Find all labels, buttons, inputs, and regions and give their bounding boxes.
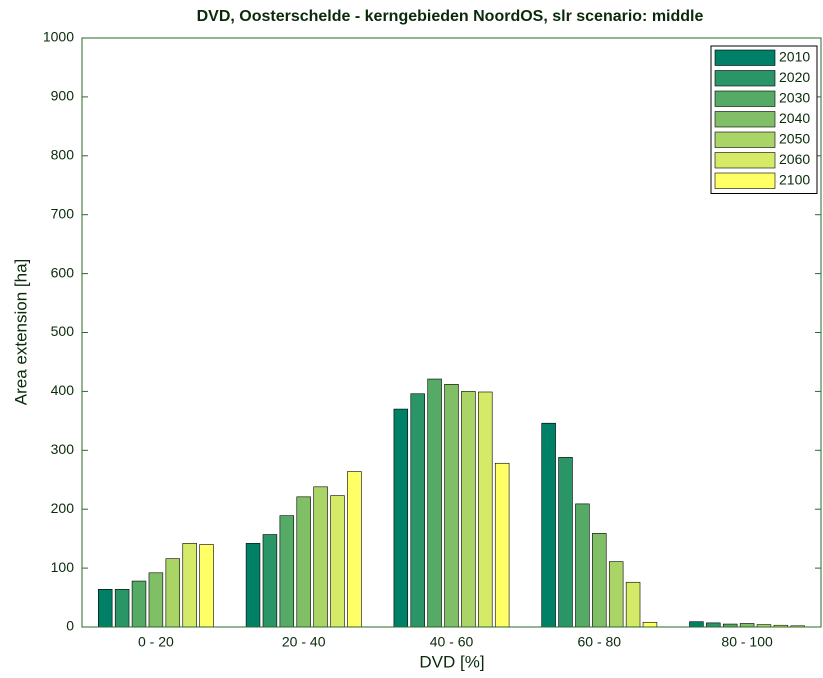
x-axis-label: DVD [%] [419, 652, 484, 671]
y-tick-label: 200 [51, 500, 75, 516]
bar [393, 408, 409, 628]
bar [461, 391, 476, 628]
bar [148, 572, 164, 628]
bar [313, 486, 328, 628]
legend-swatch [714, 49, 776, 66]
y-tick-label: 500 [51, 323, 75, 339]
legend-swatch [714, 152, 776, 169]
legend-swatch [714, 70, 776, 87]
legend-swatch [714, 172, 776, 189]
bar [330, 495, 345, 628]
bar [262, 534, 278, 628]
bar [296, 496, 311, 628]
legend-label: 2060 [779, 151, 810, 167]
bar [494, 462, 510, 628]
legend-swatch [714, 131, 776, 148]
y-tick-label: 700 [51, 205, 75, 221]
bar [592, 533, 607, 628]
legend-label: 2050 [779, 130, 810, 146]
bar [199, 544, 214, 628]
y-tick-label: 300 [51, 441, 75, 457]
bar [165, 558, 181, 628]
bar [444, 384, 459, 628]
bar [478, 391, 493, 628]
bar [279, 515, 295, 628]
bar [541, 422, 556, 628]
bar [739, 623, 755, 628]
x-tick-label: 80 - 100 [721, 634, 773, 650]
bar [689, 621, 704, 628]
bar [182, 543, 197, 628]
bar [608, 561, 624, 628]
y-tick-label: 400 [51, 382, 75, 398]
legend-label: 2030 [779, 89, 810, 105]
bar [575, 503, 590, 628]
bar [625, 581, 641, 628]
bar [245, 543, 261, 628]
legend-label: 2100 [779, 171, 810, 187]
bar [131, 580, 147, 628]
legend-label: 2040 [779, 110, 810, 126]
bar [98, 589, 113, 628]
x-tick-label: 20 - 40 [282, 634, 326, 650]
x-tick-label: 60 - 80 [578, 634, 622, 650]
bar [347, 471, 362, 628]
bar [706, 622, 721, 628]
legend-label: 2010 [779, 48, 810, 64]
legend-swatch [714, 111, 776, 128]
legend-label: 2020 [779, 69, 810, 85]
y-tick-label: 800 [51, 147, 75, 163]
y-tick-label: 0 [66, 618, 74, 634]
bar [427, 378, 442, 628]
y-tick-label: 600 [51, 264, 75, 280]
bar [410, 393, 425, 628]
bar [558, 457, 573, 628]
y-axis-label: Area extension [ha] [11, 259, 30, 405]
plot-frame [81, 37, 822, 628]
legend-swatch [714, 90, 776, 107]
bar [642, 621, 658, 628]
y-tick-label: 100 [51, 559, 75, 575]
chart-title: DVD, Oosterschelde - kerngebieden NoordO… [197, 8, 704, 25]
bar [114, 589, 130, 628]
x-tick-label: 0 - 20 [138, 634, 174, 650]
x-tick-label: 40 - 60 [430, 634, 474, 650]
y-tick-label: 900 [51, 88, 75, 104]
y-tick-label: 1000 [43, 29, 74, 45]
